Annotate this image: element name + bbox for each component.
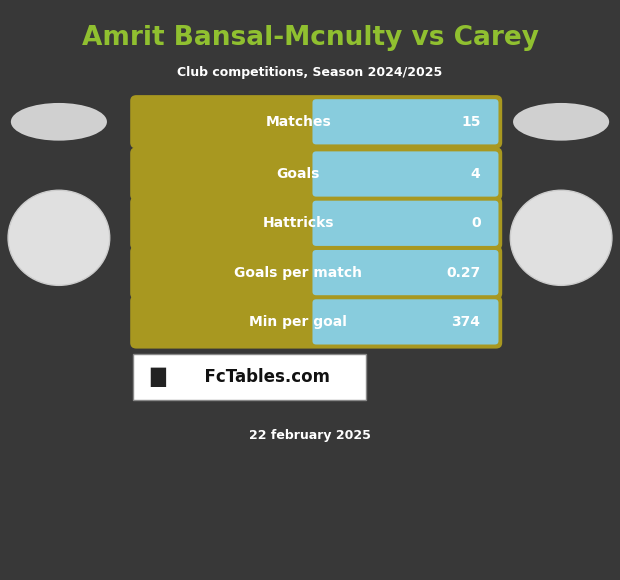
Text: 15: 15 xyxy=(461,115,480,129)
Circle shape xyxy=(8,190,110,285)
Text: Matches: Matches xyxy=(265,115,331,129)
FancyBboxPatch shape xyxy=(312,201,498,246)
FancyBboxPatch shape xyxy=(130,246,502,299)
Text: Club competitions, Season 2024/2025: Club competitions, Season 2024/2025 xyxy=(177,66,443,79)
Text: FcTables.com: FcTables.com xyxy=(193,368,330,386)
FancyBboxPatch shape xyxy=(133,354,366,400)
Ellipse shape xyxy=(513,103,609,140)
Text: █: █ xyxy=(151,367,166,387)
Text: Goals: Goals xyxy=(277,167,320,181)
FancyBboxPatch shape xyxy=(130,95,502,148)
Text: 374: 374 xyxy=(451,315,481,329)
FancyBboxPatch shape xyxy=(130,147,502,201)
Text: 0: 0 xyxy=(471,216,480,230)
FancyBboxPatch shape xyxy=(130,197,502,250)
Circle shape xyxy=(510,190,612,285)
FancyBboxPatch shape xyxy=(312,151,498,197)
Text: 4: 4 xyxy=(471,167,480,181)
Text: Amrit Bansal-Mcnulty vs Carey: Amrit Bansal-Mcnulty vs Carey xyxy=(81,25,539,50)
FancyBboxPatch shape xyxy=(312,99,498,144)
Text: 0.27: 0.27 xyxy=(446,266,480,280)
Text: Hattricks: Hattricks xyxy=(262,216,334,230)
Ellipse shape xyxy=(11,103,107,140)
FancyBboxPatch shape xyxy=(312,250,498,295)
FancyBboxPatch shape xyxy=(312,299,498,345)
FancyBboxPatch shape xyxy=(130,295,502,349)
Text: Min per goal: Min per goal xyxy=(249,315,347,329)
Text: Goals per match: Goals per match xyxy=(234,266,362,280)
Text: 22 february 2025: 22 february 2025 xyxy=(249,429,371,441)
